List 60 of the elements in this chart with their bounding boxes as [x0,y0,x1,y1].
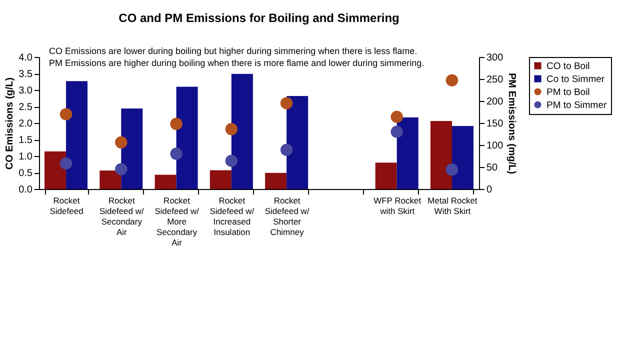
point [225,154,238,167]
y2-axis-title: PM Emissions (mg/L) [506,72,518,174]
bar [375,162,397,189]
point [390,110,403,123]
point [446,164,458,176]
bar [210,170,232,189]
point [60,108,72,120]
y2-tick-label: 300 [486,52,504,64]
y-tick-label: 1.0 [18,152,33,162]
y-tick-label: 3.5 [18,69,33,80]
y-tick-label: 1.5 [18,135,33,146]
legend-label: Co to Simmer [546,74,605,85]
legend-label: PM to Boil [546,86,590,98]
annotation: PM Emissions are higher during boiling when there is more flame and lower during simmering. [49,58,424,68]
x-tick-label: Rocket Sidefeed w/ More Secondary Air [154,196,200,248]
y-tick-label: 3.0 [18,86,33,96]
point [170,148,182,160]
y2-tick-label: 200 [486,96,504,108]
point [170,118,182,130]
bar [396,117,418,189]
point [280,97,293,110]
y2-tick-label: 250 [486,74,504,86]
y-axis-title: CO Emissions (g/L) [4,77,16,170]
point [446,74,458,86]
point [115,136,128,148]
text: CO Emissions are lower during boiling but higher during simmering when there is less flame. [49,46,418,56]
y-tick-label: 2.5 [18,102,33,113]
point [280,144,293,156]
bar [430,121,452,189]
x-tick-label: Rocket Sidefeed w/ Secondary Air [99,196,144,237]
x-tick-label: Rocket Sidefeed w/ Increased Insulation [210,196,255,237]
y2-tick-label: 100 [486,140,504,152]
bar [452,126,474,189]
bar [265,172,287,189]
x-tick-label: Metal Rocket With Skirt [428,196,478,216]
bar [231,74,253,189]
bar [176,86,198,189]
y-tick-label: 4.0 [18,52,33,64]
legend-label: PM to Simmer [546,100,607,111]
bar [121,108,143,189]
y-tick-label: 0.0 [18,184,33,196]
bar [100,170,122,189]
x-tick-label: WFP Rocket with Skirt [374,196,422,216]
y-tick-label: 0.5 [18,168,33,179]
bar [154,174,176,189]
bar [44,151,66,189]
point [115,163,128,176]
y2-tick-label: 150 [486,118,504,130]
point [390,126,403,138]
bar [66,81,88,189]
y-tick-label: 2.0 [18,118,33,130]
y2-tick-label: 50 [486,162,498,174]
point [60,157,72,170]
point [225,123,238,136]
chart-title: CO and PM Emissions for Boiling and Simmering [118,11,400,25]
x-tick-label: Rocket Sidefeed [50,196,84,216]
legend-label: CO to Boil [546,60,590,72]
bar [286,96,308,189]
x-tick-label: Rocket Sidefeed w/ Shorter Chimney [264,196,310,237]
y2-tick-label: 0 [486,184,492,196]
